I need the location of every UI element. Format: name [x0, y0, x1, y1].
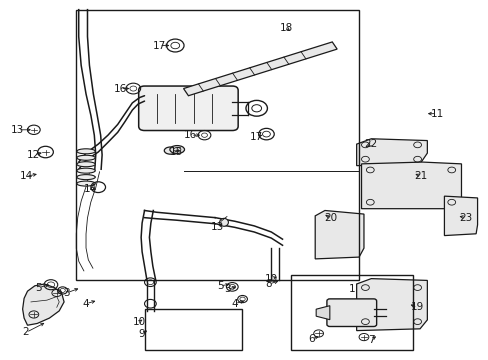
Polygon shape	[361, 162, 461, 209]
Text: 14: 14	[20, 171, 33, 181]
Text: 13: 13	[11, 125, 24, 135]
Ellipse shape	[173, 148, 181, 152]
Text: 6: 6	[308, 333, 314, 343]
Text: 7: 7	[367, 334, 374, 345]
Text: 3: 3	[224, 284, 230, 294]
Bar	[290, 275, 412, 350]
Polygon shape	[356, 279, 427, 330]
Text: 4: 4	[82, 299, 89, 309]
FancyBboxPatch shape	[139, 86, 238, 131]
Text: 12: 12	[27, 150, 41, 160]
Text: 23: 23	[459, 213, 472, 222]
Polygon shape	[183, 42, 336, 96]
Polygon shape	[316, 306, 329, 320]
Text: 20: 20	[324, 213, 337, 222]
Text: 18: 18	[279, 23, 292, 33]
Ellipse shape	[77, 175, 95, 180]
Text: 10: 10	[264, 274, 277, 284]
Text: 5: 5	[35, 283, 42, 293]
Polygon shape	[315, 211, 363, 259]
Text: 2: 2	[22, 327, 29, 337]
Polygon shape	[444, 196, 477, 235]
Text: 19: 19	[410, 302, 424, 312]
Ellipse shape	[77, 162, 95, 167]
Bar	[144, 309, 242, 350]
Polygon shape	[356, 139, 427, 166]
Text: 15: 15	[169, 147, 183, 157]
Text: 22: 22	[364, 139, 377, 149]
Bar	[76, 10, 358, 280]
Text: 16: 16	[113, 84, 126, 94]
Text: 9: 9	[139, 329, 145, 339]
Ellipse shape	[77, 155, 95, 160]
FancyBboxPatch shape	[326, 299, 376, 327]
Text: 8: 8	[265, 279, 272, 289]
Text: 21: 21	[413, 171, 427, 181]
Text: 1: 1	[348, 284, 354, 294]
Ellipse shape	[169, 145, 184, 153]
Ellipse shape	[164, 147, 176, 154]
Polygon shape	[22, 284, 64, 325]
Ellipse shape	[77, 181, 95, 186]
Text: 17: 17	[152, 41, 165, 50]
Text: 16: 16	[184, 130, 197, 140]
Text: 5: 5	[216, 281, 223, 291]
Text: 14: 14	[84, 184, 97, 194]
Text: 13: 13	[211, 222, 224, 231]
Text: 10: 10	[133, 317, 146, 327]
Text: 3: 3	[63, 288, 70, 298]
Ellipse shape	[77, 168, 95, 173]
Ellipse shape	[77, 149, 95, 154]
Ellipse shape	[219, 219, 228, 226]
Text: 11: 11	[429, 109, 443, 119]
Text: 17: 17	[249, 132, 263, 142]
Text: 4: 4	[231, 299, 238, 309]
